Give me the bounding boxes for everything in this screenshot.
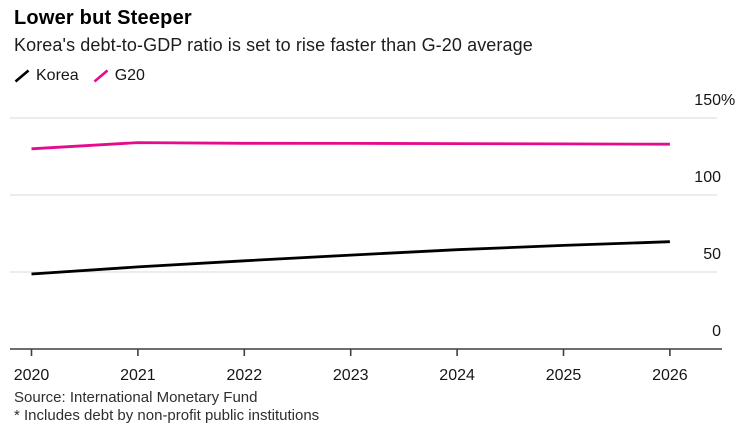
g20-line (31, 141, 670, 151)
footer: Source: International Monetary Fund * In… (14, 389, 319, 425)
chart-title: Lower but Steeper (14, 7, 192, 29)
legend-label-g20: G20 (114, 67, 145, 84)
chart-subtitle: Korea's debt-to-GDP ratio is set to rise… (14, 35, 533, 55)
source-note: Source: International Monetary Fund (14, 389, 258, 406)
korea-swatch-line (14, 69, 30, 83)
g20-swatch-line (93, 69, 109, 83)
korea-line-swatch-icon (14, 69, 30, 83)
legend-item-g20: G20 (93, 67, 145, 85)
g20-line-swatch-icon (93, 69, 109, 83)
legend-item-korea: Korea (14, 67, 79, 85)
legend: Korea G20 (14, 67, 145, 85)
legend-label-korea: Korea (36, 67, 79, 84)
footnote: * Includes debt by non-profit public ins… (14, 407, 320, 424)
korea-line (31, 240, 670, 276)
